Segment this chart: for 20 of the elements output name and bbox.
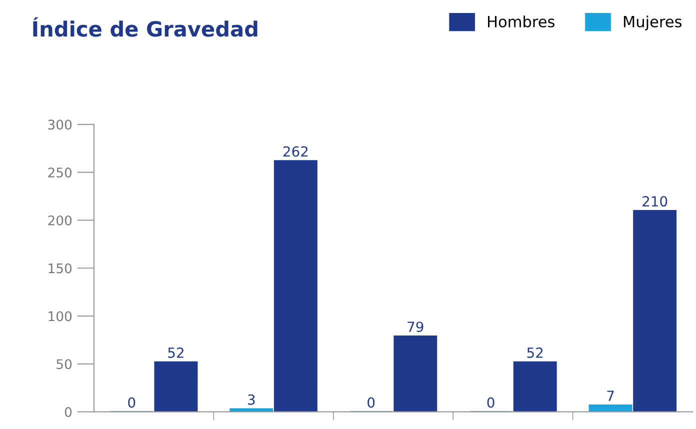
data-label: 210 [642,196,668,207]
chart-title: Índice de Gravedad [33,17,258,37]
legend-label: Hombres [488,16,554,28]
data-label: 3 [248,394,255,405]
y-tick-label: 300 [48,120,72,130]
data-label: 52 [168,347,184,358]
y-tick-label: 150 [48,263,72,274]
data-label: 52 [527,347,543,358]
y-tick-label: 200 [48,215,72,226]
y-tick-label: 50 [56,359,72,370]
data-label: 0 [487,397,494,408]
data-label: 7 [607,390,614,401]
data-label: 0 [368,397,375,408]
data-label: 0 [128,397,136,408]
y-tick-label: 250 [48,168,72,178]
data-label: 262 [283,146,308,157]
y-tick-label: 100 [48,311,72,322]
data-label: 79 [408,322,424,332]
y-tick-label: 0 [64,407,72,418]
legend-label: Mujeres [624,16,682,30]
